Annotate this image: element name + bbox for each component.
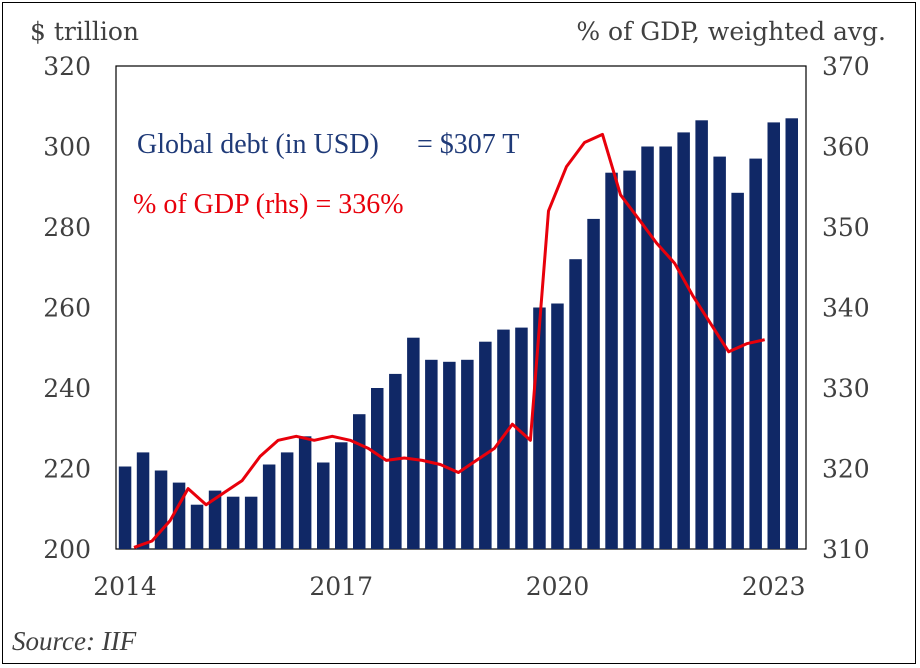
debt-bar (749, 158, 762, 549)
right-tick-label: 320 (822, 455, 870, 484)
debt-bar (262, 464, 276, 549)
debt-bar (244, 496, 258, 549)
debt-bar (551, 303, 564, 549)
debt-bar (587, 218, 600, 549)
x-tick-label: 2017 (309, 572, 373, 601)
left-axis-unit: $ trillion (30, 17, 139, 46)
debt-annotation-label: Global debt (in USD) (137, 129, 379, 160)
gdp-ratio-line (133, 132, 766, 549)
debt-bar (479, 341, 492, 549)
debt-bar (515, 327, 528, 549)
debt-bar (461, 359, 474, 549)
right-tick-label: 360 (822, 133, 870, 162)
right-tick-label: 330 (822, 374, 870, 403)
debt-bar (335, 442, 348, 549)
source-note: Source: IIF (12, 626, 137, 656)
debt-bar (118, 466, 132, 549)
debt-bar (425, 359, 438, 549)
left-tick-label: 220 (43, 455, 91, 484)
left-tick-label: 320 (43, 52, 91, 81)
debt-bar (785, 118, 798, 550)
debt-bar (605, 172, 618, 549)
debt-bar (190, 504, 204, 549)
debt-bar (298, 436, 312, 549)
debt-bars (118, 118, 798, 550)
debt-bar (443, 361, 456, 549)
debt-bar (659, 146, 672, 549)
plot-area-border (115, 65, 807, 550)
debt-bar (569, 259, 582, 549)
debt-bar (136, 452, 150, 549)
debt-bar (623, 170, 636, 549)
debt-bar (731, 192, 744, 550)
left-tick-label: 240 (43, 374, 91, 403)
left-axis-ticks: 200 220 240 260 280 300 320 (43, 52, 91, 564)
gdp-line-group (133, 132, 766, 549)
x-tick-label: 2023 (742, 572, 806, 601)
left-tick-label: 260 (43, 294, 91, 323)
left-tick-label: 280 (43, 213, 91, 242)
debt-bar (497, 329, 510, 549)
right-tick-label: 340 (822, 294, 870, 323)
x-axis-ticks: 2014 2017 2020 2023 (93, 572, 805, 601)
right-tick-label: 350 (822, 213, 870, 242)
debt-bar (389, 373, 402, 549)
debt-bar (280, 452, 294, 549)
debt-bar (407, 337, 420, 549)
debt-bar (317, 462, 330, 549)
x-tick-label: 2014 (93, 572, 157, 601)
debt-bar (371, 388, 384, 549)
debt-bar (677, 132, 690, 549)
left-tick-label: 300 (43, 133, 91, 162)
x-tick-label: 2020 (526, 572, 590, 601)
debt-bar (353, 414, 366, 549)
left-tick-label: 200 (43, 535, 91, 564)
right-tick-label: 370 (822, 52, 870, 81)
gdp-annotation: % of GDP (rhs) = 336% (133, 189, 404, 220)
debt-bar (226, 496, 240, 549)
debt-annotation-value: = $307 T (417, 129, 519, 160)
debt-bar (695, 120, 708, 550)
right-axis-ticks: 310 320 330 340 350 360 370 (822, 52, 870, 564)
debt-bar (641, 146, 654, 549)
right-axis-unit: % of GDP, weighted avg. (576, 17, 886, 46)
debt-bar (713, 156, 726, 549)
debt-bar (172, 482, 186, 549)
debt-bar (767, 122, 780, 550)
debt-bar (208, 490, 222, 549)
right-tick-label: 310 (822, 535, 870, 564)
